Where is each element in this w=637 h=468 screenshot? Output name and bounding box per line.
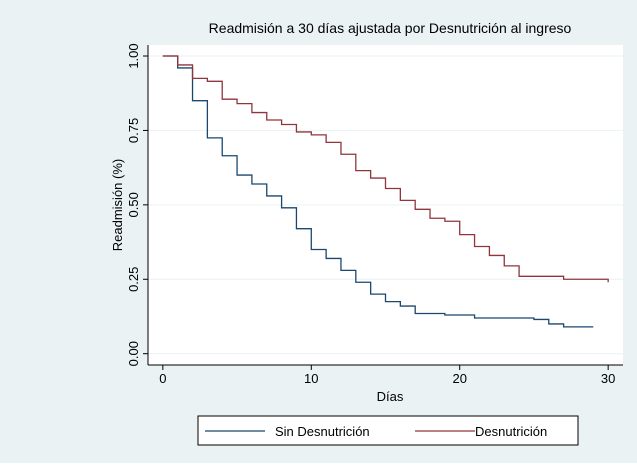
x-tick-label: 10 [304,371,318,386]
x-tick-label: 20 [452,371,466,386]
y-tick-label: 1.00 [126,43,141,68]
x-tick-label: 0 [159,371,166,386]
series-line [162,55,609,283]
x-tick-label: 30 [601,371,615,386]
chart-title: Readmisión a 30 días ajustada por Desnut… [209,20,572,36]
legend-label: Sin Desnutrición [275,424,370,439]
series-line [162,55,594,328]
y-tick-label: 0.00 [126,341,141,366]
y-tick-label: 0.75 [126,118,141,143]
y-tick-label: 0.25 [126,267,141,292]
legend-label: Desnutrición [475,424,547,439]
y-tick-label: 0.50 [126,192,141,217]
x-axis-label: Días [377,389,404,404]
y-axis-label: Readmisión (%) [110,159,125,251]
